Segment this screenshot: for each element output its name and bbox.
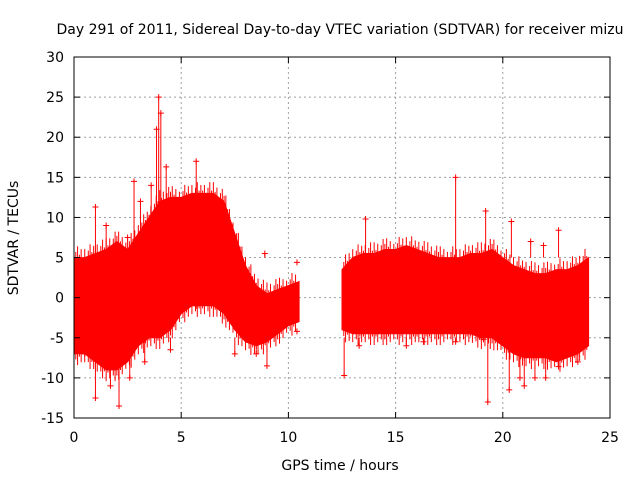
y-tick-label: 20 — [46, 130, 64, 146]
x-tick-label: 0 — [70, 430, 79, 446]
y-tick-label: -5 — [50, 331, 64, 347]
data-point — [362, 216, 369, 223]
x-tick-label: 10 — [279, 430, 297, 446]
data-point — [261, 250, 268, 257]
data-point — [81, 350, 88, 357]
y-tick-label: 5 — [55, 251, 64, 267]
plot-frame — [73, 56, 611, 419]
y-tick-label: 0 — [55, 291, 64, 307]
y-tick-label: -10 — [41, 371, 64, 387]
y-tick-label: 30 — [46, 50, 64, 66]
data-point — [531, 374, 538, 381]
data-point — [231, 350, 238, 357]
data-point — [81, 262, 88, 269]
data-point — [103, 222, 110, 229]
y-tick-label: 15 — [46, 170, 64, 186]
data-point — [574, 358, 581, 365]
data-point — [193, 158, 200, 165]
data-point — [527, 238, 534, 245]
x-axis-label: GPS time / hours — [281, 458, 398, 474]
data-series — [73, 94, 590, 409]
data-point — [506, 386, 513, 393]
data-point — [555, 227, 562, 234]
chart-title: Day 291 of 2011, Sidereal Day-to-day VTE… — [57, 22, 624, 38]
data-point — [452, 338, 459, 345]
y-tick-label: -15 — [41, 411, 64, 427]
data-point — [508, 218, 515, 225]
data-point — [542, 374, 549, 381]
axis-ticks: 0 5 10 15 20 25 -15 -10 -5 0 5 10 15 20 25 30 — [41, 50, 619, 446]
data-point — [141, 358, 148, 365]
data-point — [92, 394, 99, 401]
data-point — [482, 208, 489, 215]
x-tick-label: 15 — [387, 430, 405, 446]
data-point — [263, 362, 270, 369]
data-point — [341, 372, 348, 379]
data-point — [107, 382, 114, 389]
y-tick-label: 25 — [46, 90, 64, 106]
data-point — [155, 94, 162, 101]
data-point — [167, 346, 174, 353]
data-point — [137, 198, 144, 205]
y-axis-label: SDTVAR / TECUs — [6, 181, 22, 296]
data-point — [163, 163, 170, 170]
data-point — [484, 398, 491, 405]
data-point — [293, 259, 300, 266]
data-point — [116, 402, 123, 409]
data-point — [148, 182, 155, 189]
data-point — [403, 342, 410, 349]
x-tick-label: 25 — [601, 430, 619, 446]
x-tick-label: 20 — [494, 430, 512, 446]
data-point — [193, 302, 200, 309]
data-point — [516, 374, 523, 381]
data-point — [293, 328, 300, 335]
data-point — [131, 178, 138, 185]
data-point — [92, 204, 99, 211]
data-point — [126, 374, 133, 381]
data-point — [420, 338, 427, 345]
data-point — [452, 174, 459, 181]
data-point — [124, 234, 131, 241]
data-point — [555, 363, 562, 370]
data-point — [253, 350, 260, 357]
data-point — [356, 342, 363, 349]
data-point — [521, 382, 528, 389]
data-point — [540, 242, 547, 249]
data-point — [480, 336, 487, 343]
y-tick-label: 10 — [46, 210, 64, 226]
data-point — [157, 110, 164, 117]
x-tick-label: 5 — [177, 430, 186, 446]
